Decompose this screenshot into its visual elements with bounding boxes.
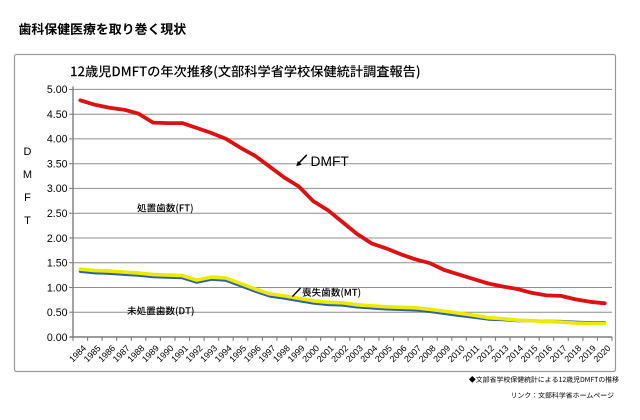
svg-text:4.50: 4.50 — [47, 109, 68, 121]
svg-text:2.50: 2.50 — [47, 208, 68, 220]
svg-text:4.00: 4.00 — [47, 134, 68, 146]
svg-text:1.00: 1.00 — [47, 282, 68, 294]
svg-text:5.00: 5.00 — [47, 84, 68, 96]
svg-text:0.00: 0.00 — [47, 332, 68, 344]
svg-text:DMFT: DMFT — [311, 154, 350, 169]
svg-text:2.00: 2.00 — [47, 233, 68, 245]
svg-text:D: D — [24, 146, 32, 158]
svg-text:M: M — [23, 169, 32, 181]
svg-text:T: T — [24, 215, 31, 227]
svg-text:3.50: 3.50 — [47, 159, 68, 171]
svg-text:1.50: 1.50 — [47, 258, 68, 270]
svg-text:0.50: 0.50 — [47, 307, 68, 319]
svg-text:F: F — [24, 192, 31, 204]
svg-text:3.00: 3.00 — [47, 183, 68, 195]
